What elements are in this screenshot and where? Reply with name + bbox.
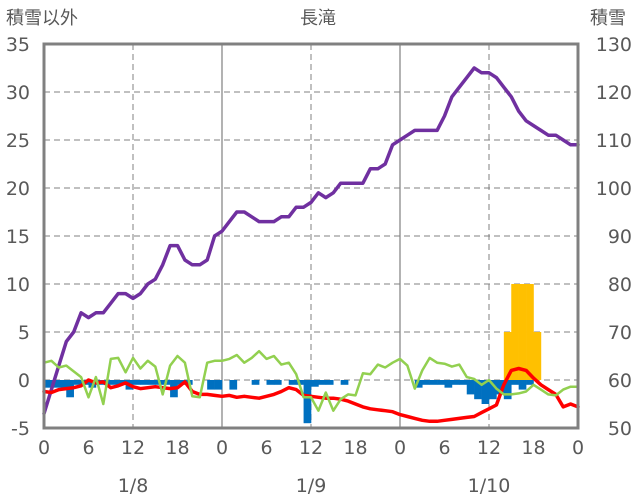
date-label: 1/9 — [296, 475, 327, 497]
bars-layer — [44, 284, 542, 424]
snowfall-bar — [518, 284, 527, 380]
left-axis-title: 積雪以外 — [6, 8, 78, 29]
wind-line — [42, 349, 580, 412]
x-tick-label: 6 — [438, 437, 450, 459]
left-tick-label: -5 — [11, 418, 30, 440]
x-tick-label: 0 — [394, 437, 406, 459]
right-tick-label: 110 — [596, 130, 632, 152]
precip-bar — [273, 380, 282, 385]
precip-bar — [140, 380, 149, 385]
snowfall-bar — [526, 284, 534, 380]
precip-bar — [311, 380, 319, 387]
precip-bar — [526, 380, 534, 385]
snowfall-bar — [503, 332, 512, 380]
precip-bar — [325, 380, 334, 385]
x-tick-label: 0 — [216, 437, 228, 459]
x-tick-label: 18 — [343, 437, 367, 459]
right-tick-label: 130 — [596, 34, 632, 56]
x-tick-label: 6 — [82, 437, 94, 459]
precip-bar — [303, 380, 312, 424]
precip-bar — [511, 380, 519, 385]
precip-bar — [489, 380, 497, 400]
precip-bar — [58, 380, 67, 388]
left-tick-label: 0 — [18, 370, 30, 392]
right-tick-label: 50 — [608, 418, 632, 440]
precip-bar — [481, 380, 490, 404]
left-tick-label: 25 — [6, 130, 30, 152]
right-tick-label: 60 — [608, 370, 632, 392]
precip-bar — [251, 380, 260, 385]
x-tick-label: 0 — [572, 437, 584, 459]
right-tick-label: 80 — [608, 274, 632, 296]
right-tick-label: 90 — [608, 226, 632, 248]
precip-bar — [474, 380, 482, 400]
precip-bar — [459, 380, 468, 385]
precip-bar — [518, 380, 527, 390]
right-tick-label: 100 — [596, 178, 632, 200]
precip-bar — [177, 380, 186, 385]
precip-bar — [118, 380, 126, 385]
x-tick-label: 12 — [477, 437, 501, 459]
x-tick-label: 18 — [165, 437, 189, 459]
precip-bar — [207, 380, 215, 390]
snowfall-bar — [533, 332, 542, 380]
precip-bar — [340, 380, 349, 385]
precip-bar — [110, 380, 119, 385]
lines-layer — [42, 66, 580, 424]
left-tick-label: 35 — [6, 34, 30, 56]
right-tick-label: 120 — [596, 82, 632, 104]
precip-bar — [73, 380, 82, 385]
left-tick-label: 10 — [6, 274, 30, 296]
precip-bar — [214, 380, 223, 390]
snowfall-bar — [511, 284, 519, 380]
precip-bar — [51, 380, 60, 388]
date-label: 1/10 — [468, 475, 511, 497]
precip-bar — [466, 380, 475, 395]
x-tick-label: 12 — [299, 437, 323, 459]
precip-bar — [496, 380, 505, 395]
precip-bar — [288, 380, 297, 385]
precip-bar — [429, 380, 438, 385]
x-tick-label: 12 — [121, 437, 145, 459]
x-tick-label: 0 — [38, 437, 50, 459]
x-tick-label: 6 — [260, 437, 272, 459]
plot-frame — [42, 42, 580, 430]
x-tick-label: 18 — [521, 437, 545, 459]
precip-bar — [318, 380, 327, 385]
right-axis-title: 積雪 — [590, 8, 626, 29]
precip-bar — [422, 380, 430, 385]
snow_depth-line — [42, 66, 580, 416]
precip-bar — [147, 380, 156, 385]
precip-bar — [229, 380, 238, 390]
precip-bar — [444, 380, 453, 388]
left-tick-label: 15 — [6, 226, 30, 248]
precip-bar — [414, 380, 423, 388]
chart-title: 長滝 — [300, 8, 336, 29]
precip-bar — [451, 380, 460, 385]
left-tick-label: 30 — [6, 82, 30, 104]
precip-bar — [503, 380, 512, 400]
precip-bar — [437, 380, 445, 385]
precip-bar — [266, 380, 275, 385]
right-tick-label: 70 — [608, 322, 632, 344]
date-label: 1/8 — [118, 475, 149, 497]
left-tick-label: 20 — [6, 178, 30, 200]
left-tick-label: 5 — [18, 322, 30, 344]
precip-bar — [133, 380, 141, 385]
precip-bar — [44, 380, 52, 388]
